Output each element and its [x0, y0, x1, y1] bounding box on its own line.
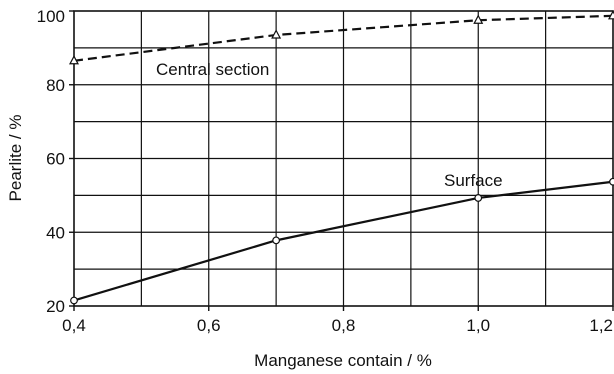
- data-point-surface: [70, 296, 78, 305]
- grid-lines: [74, 11, 613, 306]
- series-line-central-section: [73, 14, 614, 62]
- y-tick-label: 60: [46, 150, 65, 169]
- data-point-central-section: [271, 29, 282, 39]
- x-tick-label: 0,8: [332, 316, 356, 335]
- data-point-central-section: [608, 10, 614, 20]
- y-tick-label: 40: [46, 223, 65, 242]
- x-axis-title: Manganese contain / %: [254, 351, 432, 370]
- x-tick-label: 1,2: [589, 316, 613, 335]
- y-tick-label: 100: [37, 7, 65, 26]
- axis-ticks: [69, 10, 614, 311]
- data-point-central-section: [473, 14, 484, 24]
- x-tick-labels: 0,4 0,6 0,8 1,0 1,2: [62, 316, 613, 335]
- data-point-central-section: [69, 55, 79, 65]
- data-point-surface: [272, 236, 281, 245]
- data-point-surface: [474, 194, 483, 202]
- x-tick-label: 0,6: [197, 316, 221, 335]
- series-label-central-section: Central section: [156, 60, 269, 79]
- series-label-surface: Surface: [444, 171, 503, 190]
- y-tick-label: 80: [46, 76, 65, 95]
- series-lines: [69, 10, 614, 305]
- series-line-surface: [73, 180, 614, 302]
- y-axis-title: Pearlite / %: [6, 115, 25, 202]
- data-point-surface: [609, 177, 614, 186]
- y-tick-labels: 20 40 60 80 100: [37, 7, 65, 316]
- y-tick-label: 20: [46, 297, 65, 316]
- x-tick-label: 1,0: [466, 316, 490, 335]
- x-tick-label: 0,4: [62, 316, 86, 335]
